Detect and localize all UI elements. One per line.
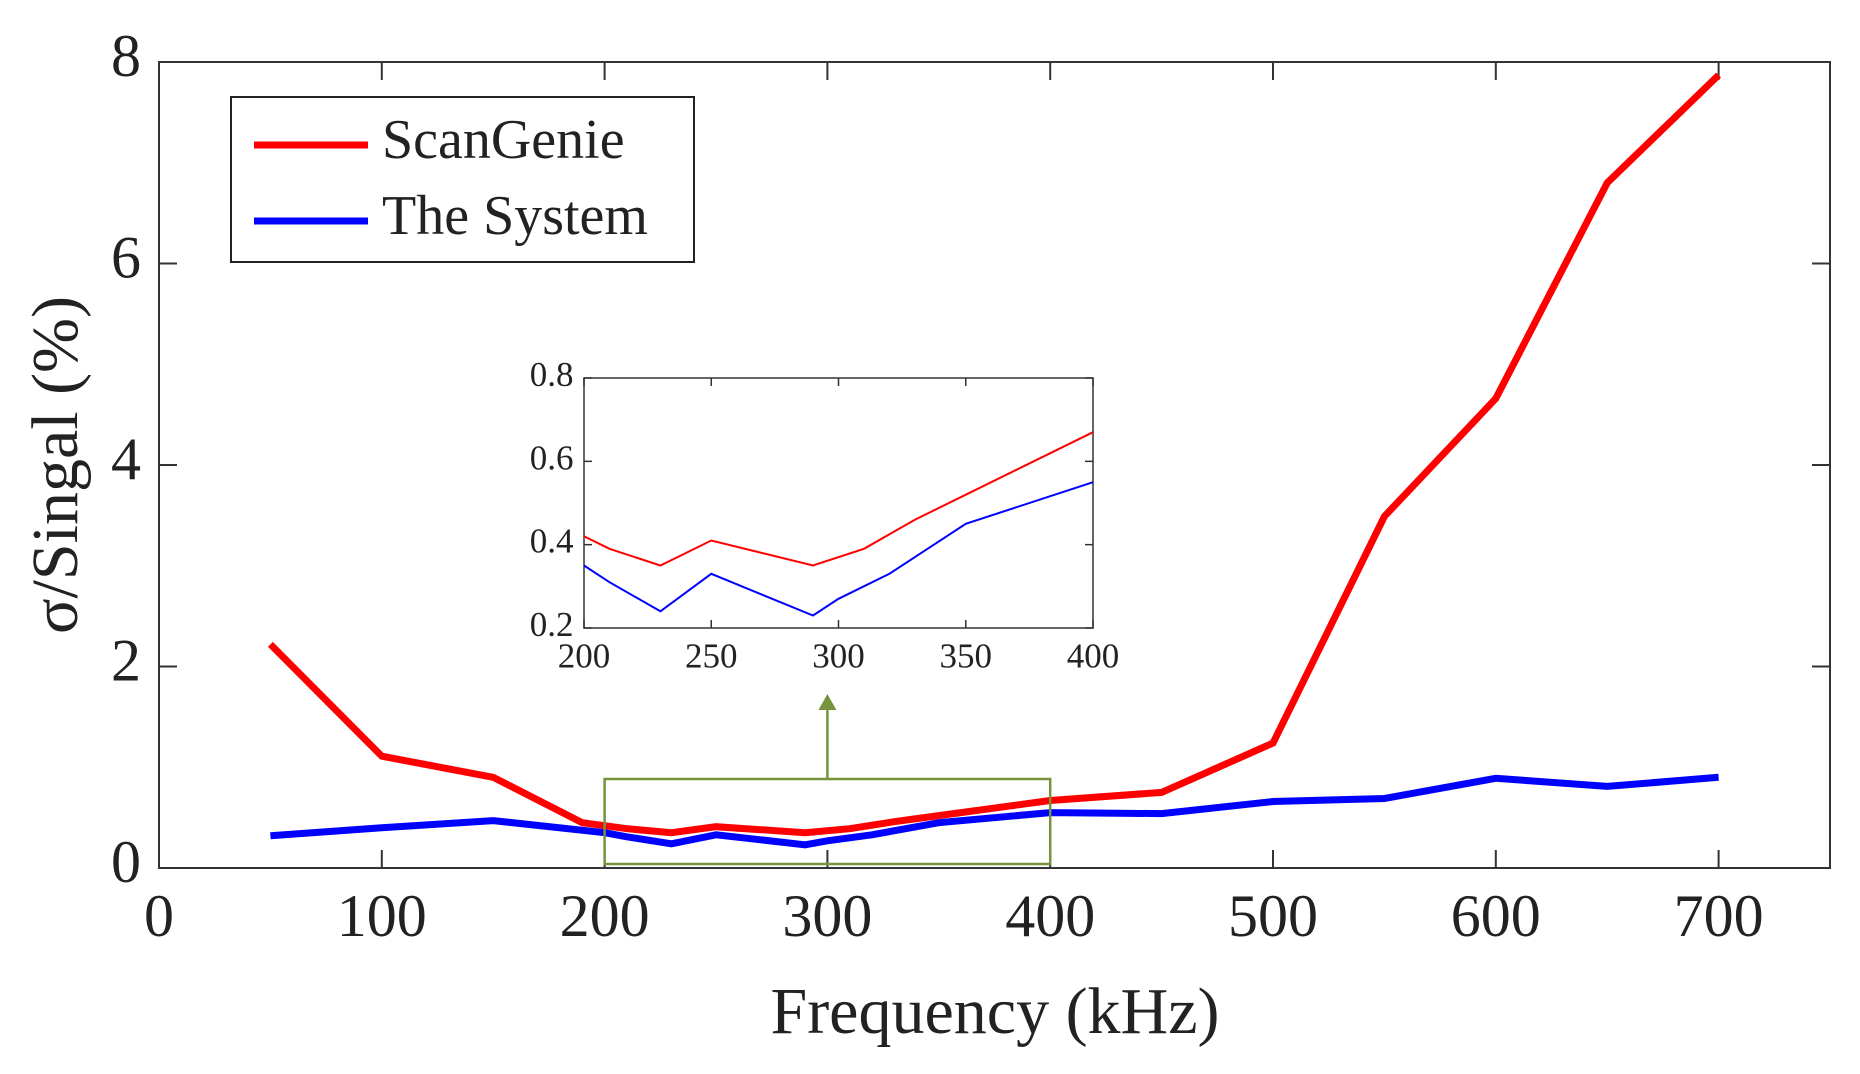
y-tick-label: 0.8	[530, 355, 574, 394]
x-tick-label: 400	[1005, 883, 1095, 949]
y-tick-label: 4	[111, 426, 141, 492]
x-tick-label: 600	[1451, 883, 1541, 949]
legend-box	[230, 96, 695, 263]
series-line	[267, 72, 1722, 837]
x-axis-label: Frequency (kHz)	[771, 975, 1220, 1048]
x-tick-label: 300	[812, 637, 865, 676]
y-tick-label: 6	[111, 224, 141, 290]
x-tick-label: 300	[782, 883, 872, 949]
x-tick-label: 200	[558, 637, 611, 676]
legend-label: ScanGenie	[382, 109, 625, 171]
series-line	[584, 431, 1093, 567]
x-tick-label: 350	[940, 637, 993, 676]
zoom-arrowhead	[818, 694, 837, 710]
x-tick-label: 700	[1674, 883, 1764, 949]
inset-frame	[583, 377, 1094, 629]
x-tick-label: 200	[560, 883, 650, 949]
y-tick-label: 0	[111, 829, 141, 895]
legend-label: The System	[382, 185, 648, 247]
y-tick-label: 0.6	[530, 438, 574, 477]
y-axis-label: σ/Singal (%)	[19, 296, 92, 634]
x-tick-label: 0	[144, 883, 174, 949]
x-tick-label: 400	[1067, 637, 1120, 676]
y-tick-label: 8	[111, 23, 141, 89]
y-tick-label: 2	[111, 627, 141, 693]
x-tick-label: 100	[337, 883, 427, 949]
x-tick-label: 500	[1228, 883, 1318, 949]
x-tick-label: 250	[685, 637, 738, 676]
y-tick-label: 0.2	[530, 605, 574, 644]
series-line	[584, 481, 1093, 617]
y-tick-label: 0.4	[530, 522, 574, 561]
